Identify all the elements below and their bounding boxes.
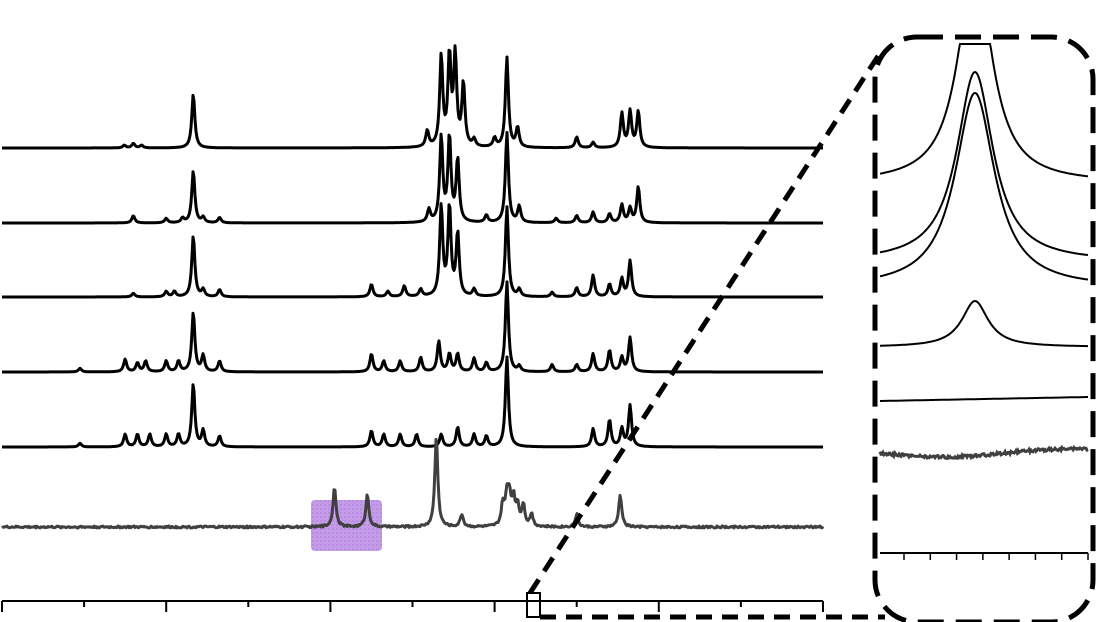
zoom-marker	[526, 592, 541, 618]
spectrum-trace	[1, 131, 824, 225]
inset-trace	[879, 43, 1089, 178]
inset-frame	[872, 34, 1096, 622]
spectrum-trace	[1, 44, 824, 150]
inset-trace	[878, 444, 1089, 461]
inset-trace	[880, 396, 1088, 402]
inset-zoom	[872, 34, 1096, 622]
main-plot	[1, 44, 885, 620]
inset-trace	[880, 299, 1088, 348]
spectrum-trace	[1, 202, 824, 299]
inset-trace	[879, 70, 1089, 257]
zoom-connector	[527, 48, 885, 595]
spectrum-trace	[1, 280, 824, 374]
spectrum-trace	[1, 355, 824, 449]
inset-trace	[879, 91, 1089, 281]
spectrum-trace	[1, 437, 825, 530]
